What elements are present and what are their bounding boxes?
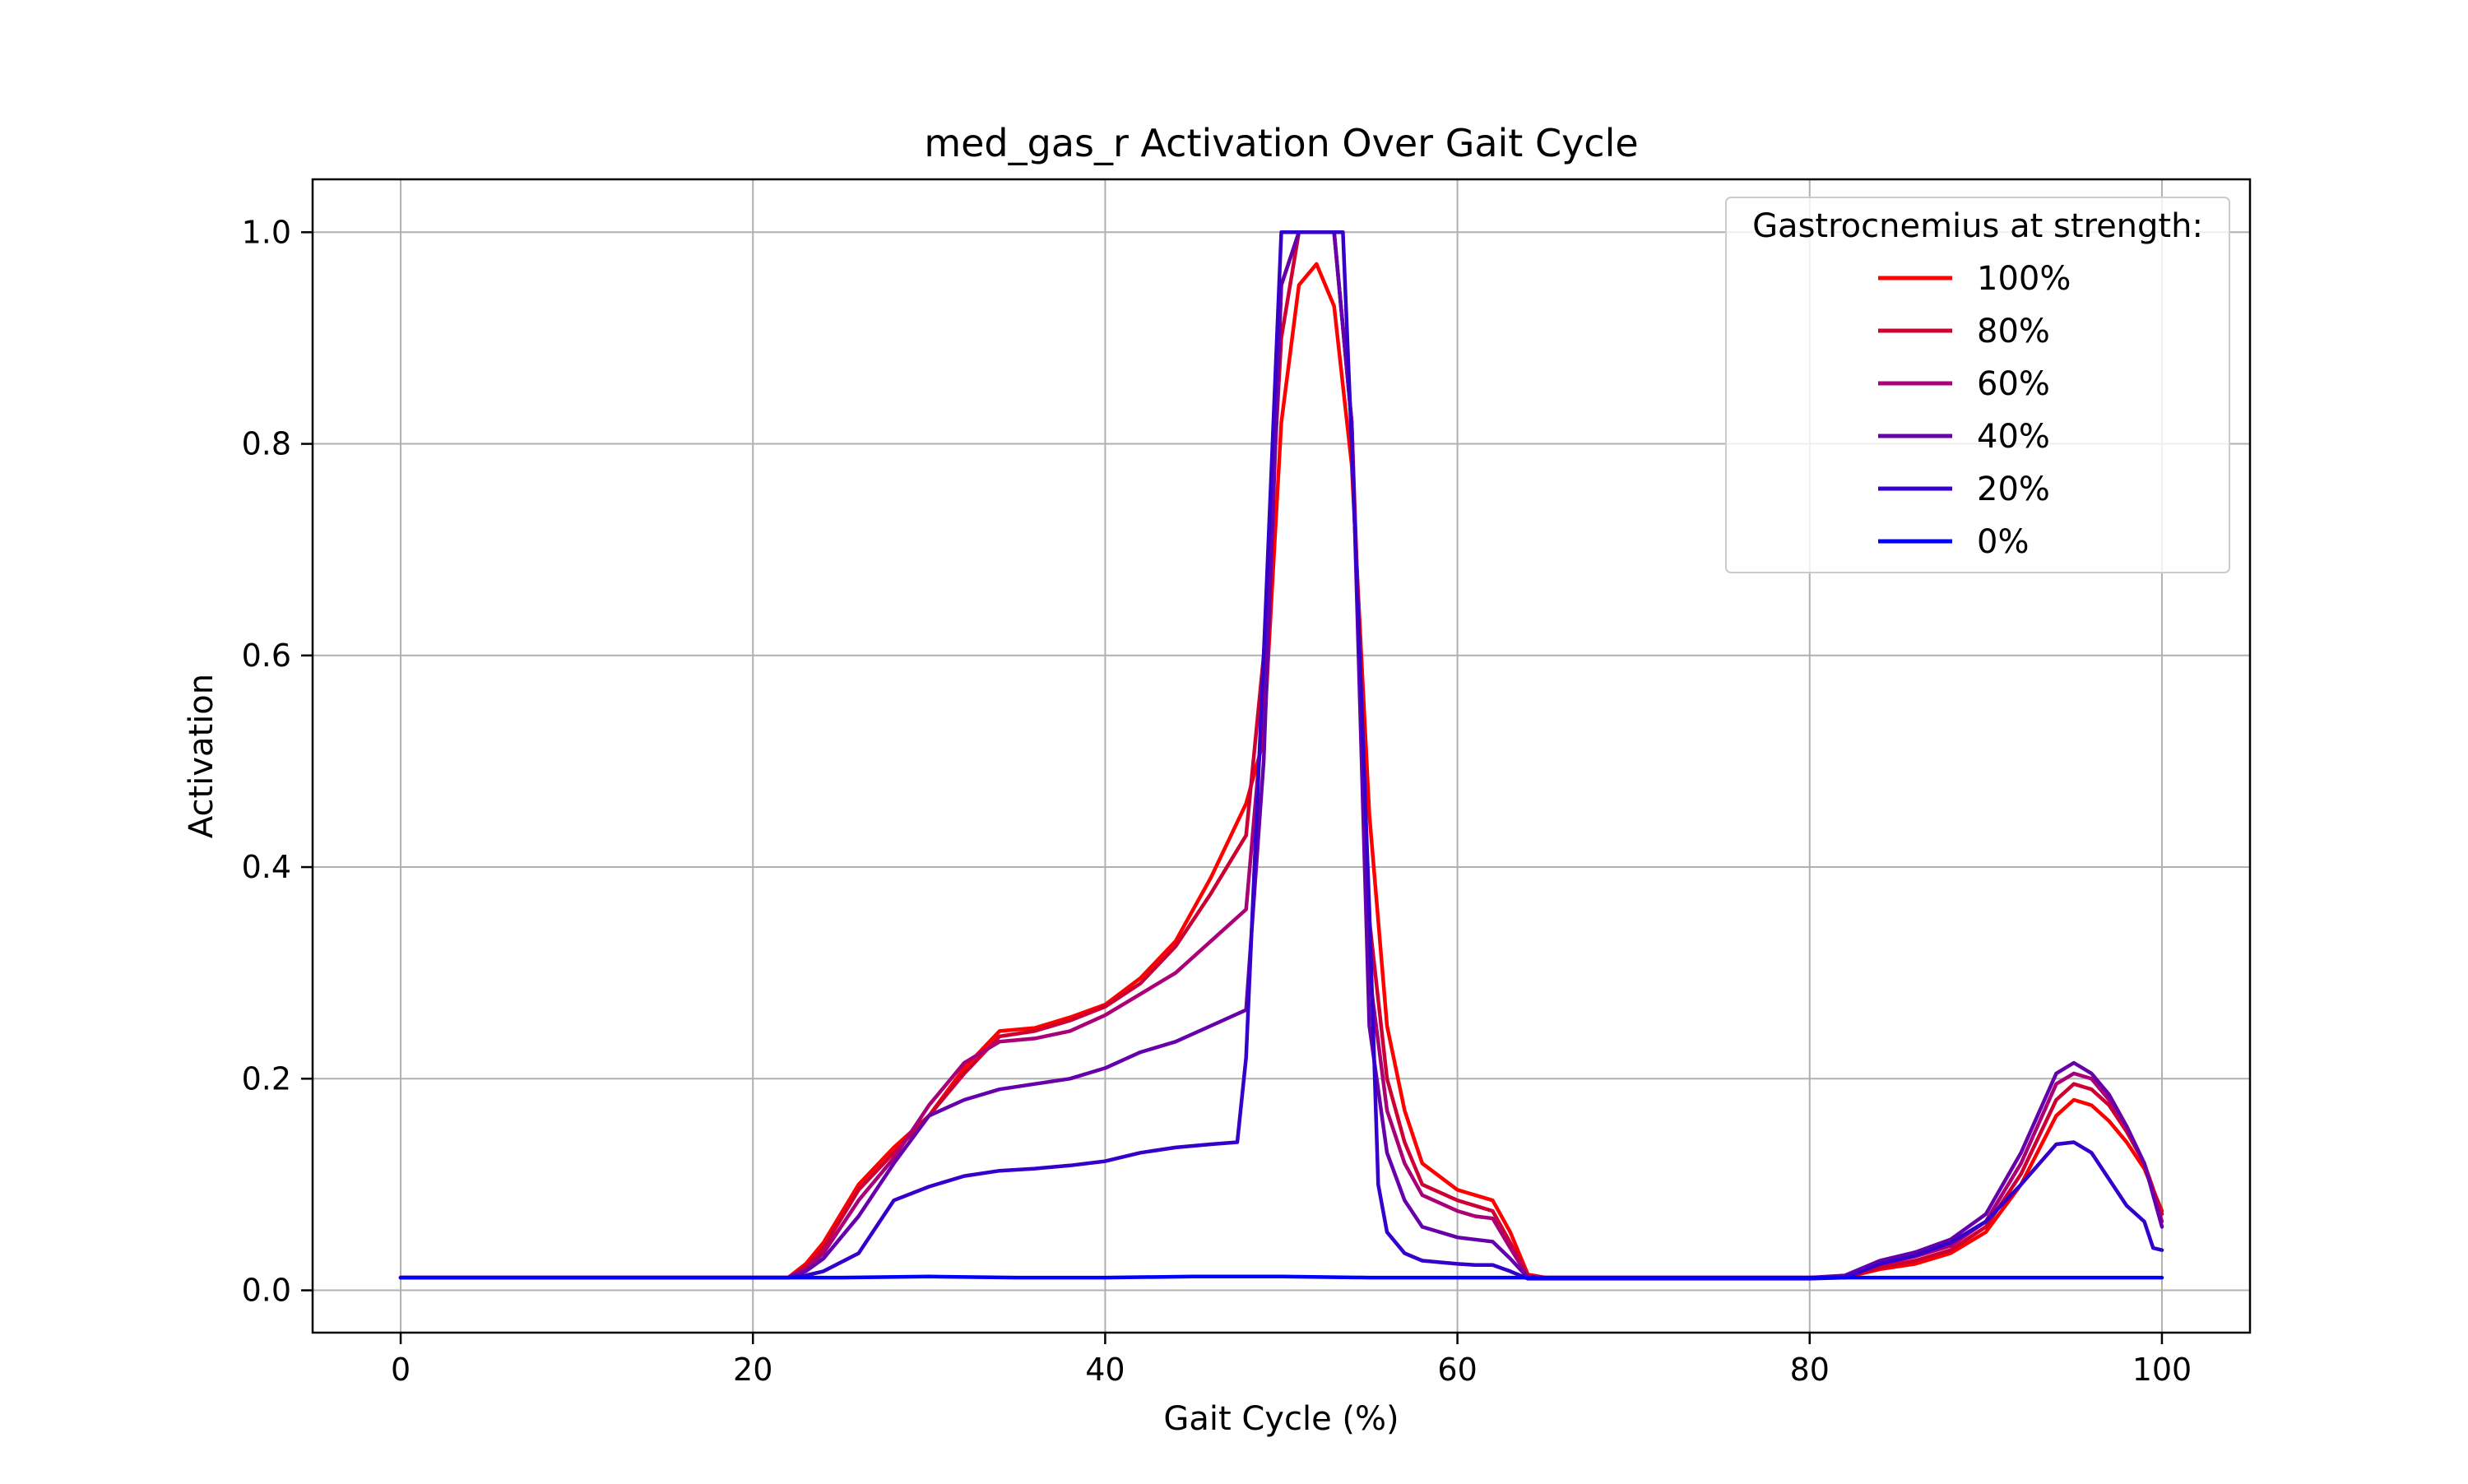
y-axis-label: Activation [183, 674, 220, 838]
y-tick-label: 0.4 [242, 849, 291, 885]
x-tick-label: 40 [1085, 1352, 1125, 1388]
legend-entry-label: 40% [1977, 418, 2050, 456]
legend-box [1725, 197, 2230, 573]
y-tick-label: 0.0 [242, 1273, 291, 1309]
axis-ticks: 0 20 40 60 80 100 0.0 0.2 0.4 0.6 0.8 1.0 [242, 214, 2192, 1388]
y-tick-label: 0.8 [242, 426, 291, 462]
x-tick-label: 60 [1437, 1352, 1477, 1388]
legend-entry-label: 100% [1977, 260, 2071, 298]
series-line-5 [398, 230, 2164, 1281]
x-tick-label: 0 [391, 1352, 411, 1388]
legend: Gastrocnemius at strength: 100% 80% 60% 40%… [1725, 197, 2230, 573]
x-tick-label: 80 [1790, 1352, 1830, 1388]
series-line-6 [398, 1274, 2164, 1280]
legend-entry-label: 80% [1977, 313, 2050, 350]
x-axis-label: Gait Cycle (%) [1163, 1400, 1399, 1438]
plot-frame [311, 178, 2252, 1334]
y-tick-label: 0.2 [242, 1060, 291, 1097]
series-line-4 [398, 230, 2164, 1280]
x-tick-label: 20 [733, 1352, 772, 1388]
legend-title: Gastrocnemius at strength: [1752, 207, 2203, 245]
legend-entry-label: 0% [1977, 523, 2029, 561]
y-tick-label: 1.0 [242, 214, 291, 250]
y-tick-label: 0.6 [242, 638, 291, 674]
series-group [398, 230, 2164, 1281]
legend-entry-label: 60% [1977, 365, 2050, 403]
legend-entry-label: 20% [1977, 471, 2050, 508]
chart-title: med_gas_r Activation Over Gait Cycle [924, 121, 1638, 165]
x-tick-label: 100 [2132, 1352, 2192, 1388]
